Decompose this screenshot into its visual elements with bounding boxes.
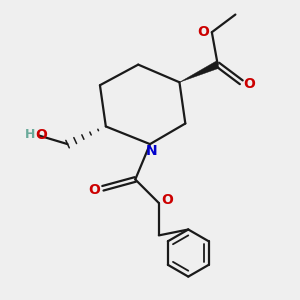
Text: O: O [89, 183, 100, 197]
Text: N: N [146, 144, 157, 158]
Text: O: O [244, 77, 256, 91]
Text: O: O [161, 193, 173, 207]
Text: O: O [198, 25, 209, 39]
Text: O: O [35, 128, 47, 142]
Text: H: H [25, 128, 35, 141]
Polygon shape [179, 61, 219, 82]
